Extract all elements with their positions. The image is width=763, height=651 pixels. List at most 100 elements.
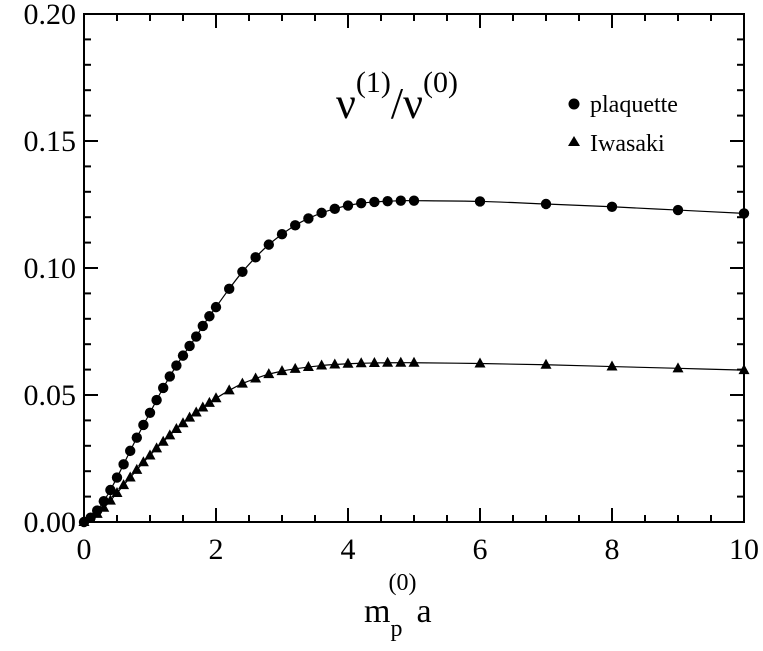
data-point-circle xyxy=(125,445,136,457)
data-point-circle xyxy=(111,472,123,483)
ratio-annotation: ν(1)/ν(0) xyxy=(336,66,458,128)
data-point-triangle xyxy=(151,442,163,453)
data-point-triangle xyxy=(329,358,341,369)
data-point-circle xyxy=(191,331,202,342)
data-point-circle xyxy=(151,394,162,406)
annotation-sup1: (1) xyxy=(356,66,391,99)
data-point-triangle xyxy=(474,357,486,368)
data-point-triangle xyxy=(98,501,110,512)
data-point-triangle xyxy=(144,449,156,460)
data-point-circle xyxy=(738,208,750,219)
data-point-circle xyxy=(303,213,314,224)
data-point-triangle xyxy=(118,479,130,490)
data-point-triangle xyxy=(672,362,684,373)
annotation-base: ν xyxy=(336,79,356,128)
data-point-triangle xyxy=(164,429,176,440)
data-point-circle xyxy=(342,200,354,211)
data-point-circle xyxy=(184,340,195,352)
x-tick-labels: 0 2 4 6 8 10 xyxy=(77,533,760,566)
annotation-base2: ν xyxy=(403,79,423,128)
data-point-triangle xyxy=(236,377,248,388)
data-point-circle xyxy=(290,220,301,231)
data-point-circle xyxy=(474,196,486,207)
data-point-triangle xyxy=(124,471,136,482)
data-point-triangle xyxy=(137,456,149,467)
data-point-triangle xyxy=(368,356,380,367)
data-point-triangle xyxy=(203,396,215,407)
data-point-circle xyxy=(171,360,182,371)
data-point-circle xyxy=(540,198,552,210)
series-layer xyxy=(78,195,750,528)
x-tick-label: 10 xyxy=(729,533,759,566)
y-tick-label: 0.00 xyxy=(24,506,77,539)
data-point-circle xyxy=(204,311,215,322)
data-point-triangle xyxy=(540,358,552,369)
data-point-triangle xyxy=(382,356,394,367)
data-point-circle xyxy=(250,252,261,263)
annotation-sup2: (0) xyxy=(423,66,458,99)
data-point-circle xyxy=(408,195,420,206)
data-point-triangle xyxy=(111,487,123,498)
data-point-circle xyxy=(263,239,274,250)
x-tick-label: 2 xyxy=(209,533,224,566)
data-point-triangle xyxy=(738,364,750,375)
annotation-slash: / xyxy=(391,79,404,128)
data-point-triangle xyxy=(184,411,196,422)
data-point-circle xyxy=(382,195,393,207)
data-point-circle xyxy=(197,320,208,332)
x-axis-label: mp (0)a xyxy=(364,570,432,642)
data-point-triangle xyxy=(606,360,618,371)
data-point-circle xyxy=(606,201,618,212)
data-point-triangle xyxy=(342,357,354,368)
data-point-triangle xyxy=(78,516,90,526)
data-point-triangle xyxy=(289,362,301,373)
data-point-circle xyxy=(210,301,222,313)
data-point-triangle xyxy=(131,463,143,474)
data-point-triangle xyxy=(223,384,235,395)
data-point-triangle xyxy=(302,361,314,372)
legend-marker-plaquette xyxy=(568,98,580,110)
data-point-triangle xyxy=(316,359,328,370)
y-tick-label: 0.10 xyxy=(24,252,77,285)
xlabel-a: a xyxy=(416,593,431,630)
data-point-triangle xyxy=(210,392,222,403)
data-point-circle xyxy=(105,484,116,496)
data-point-triangle xyxy=(263,368,275,379)
series-plaquette xyxy=(78,195,750,528)
data-point-triangle xyxy=(177,417,189,428)
data-point-circle xyxy=(144,407,156,418)
data-point-circle xyxy=(131,432,142,443)
series-iwasaki xyxy=(78,356,750,526)
data-point-triangle xyxy=(408,356,420,367)
data-point-triangle xyxy=(190,406,202,417)
data-point-circle xyxy=(237,266,248,278)
xlabel-sub: p xyxy=(390,616,402,642)
data-point-circle xyxy=(316,207,327,219)
data-point-triangle xyxy=(104,494,116,505)
x-tick-label: 8 xyxy=(605,533,620,566)
legend-label-iwasaki: Iwasaki xyxy=(590,131,665,157)
data-point-circle xyxy=(158,382,169,394)
data-point-circle xyxy=(329,203,340,215)
data-point-triangle xyxy=(197,401,209,412)
data-point-triangle xyxy=(170,423,182,434)
series-line-iwasaki xyxy=(83,362,745,523)
y-tick-label: 0.05 xyxy=(24,379,77,412)
data-point-triangle xyxy=(395,356,407,367)
y-tick-labels: 0.00 0.05 0.10 0.15 0.20 xyxy=(24,0,77,539)
data-point-circle xyxy=(356,198,367,209)
legend-marker-iwasaki xyxy=(568,136,580,146)
y-tick-label: 0.15 xyxy=(24,125,77,158)
x-tick-label: 4 xyxy=(341,533,356,566)
data-point-circle xyxy=(395,195,406,206)
data-point-circle xyxy=(138,419,149,431)
legend-label-plaquette: plaquette xyxy=(590,92,678,118)
data-point-triangle xyxy=(355,357,367,368)
x-tick-label: 6 xyxy=(473,533,488,566)
data-point-triangle xyxy=(250,372,262,383)
data-point-circle xyxy=(276,229,288,240)
data-point-triangle xyxy=(91,507,103,518)
data-point-circle xyxy=(224,283,235,295)
